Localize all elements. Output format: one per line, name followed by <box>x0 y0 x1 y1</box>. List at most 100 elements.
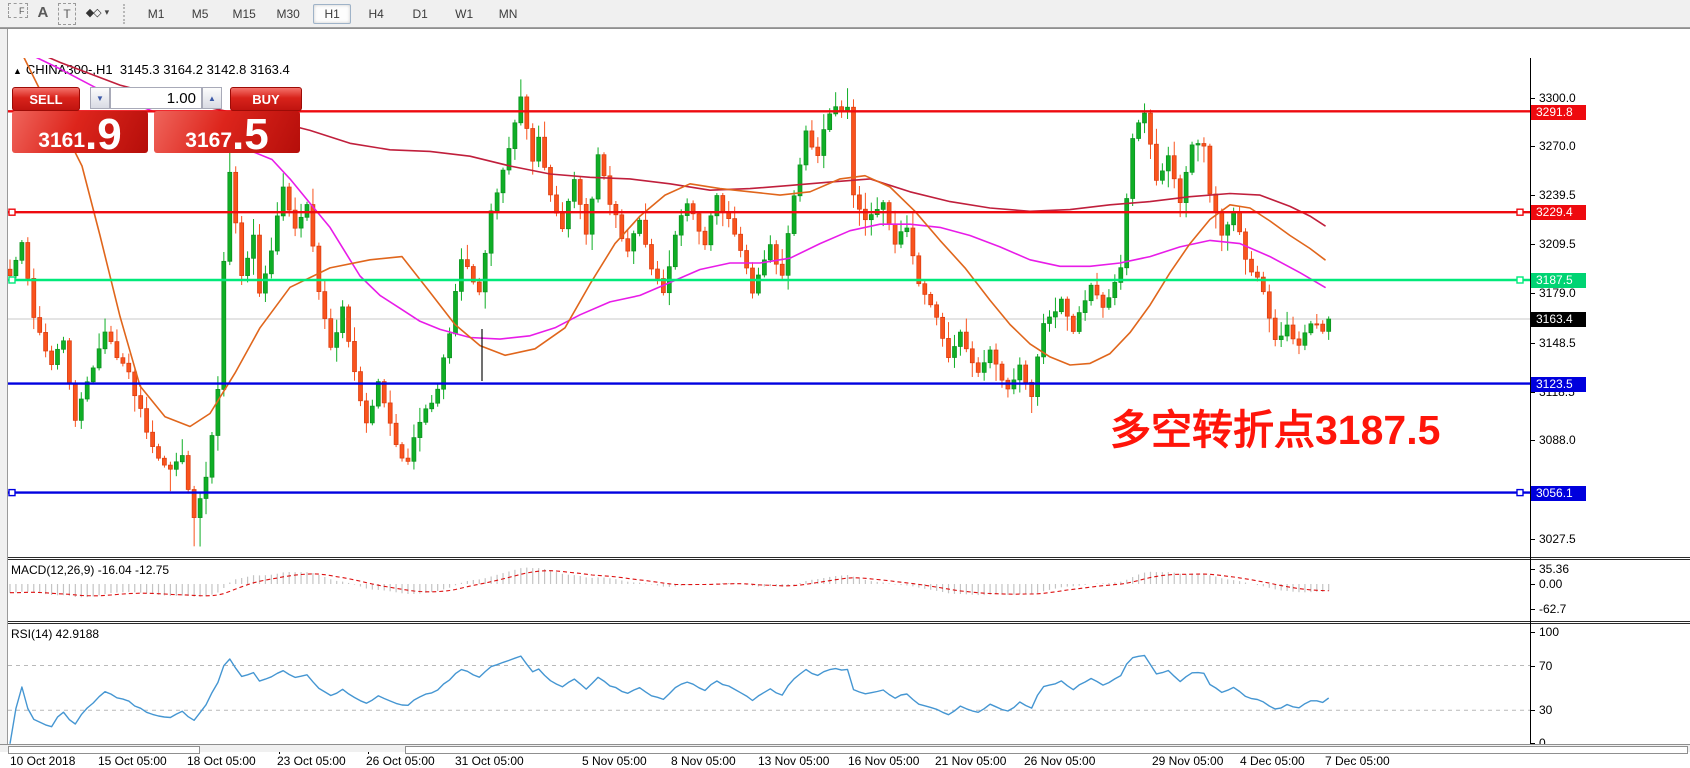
buy-button[interactable]: BUY <box>230 87 302 111</box>
macd-panel-surface[interactable] <box>8 560 1530 620</box>
time-tick-label: 10 Oct 2018 <box>10 754 76 768</box>
time-tick-label: 13 Nov 05:00 <box>758 754 830 768</box>
time-tick-label: 29 Nov 05:00 <box>1152 754 1224 768</box>
macd-tick-label: 35.36 <box>1539 562 1570 576</box>
time-tick-label: 8 Nov 05:00 <box>671 754 736 768</box>
macd-tick-label: 0.00 <box>1539 577 1563 591</box>
price-badge: 3056.1 <box>1531 486 1586 501</box>
toolbar-separator <box>123 3 126 24</box>
toolbar: F A T ◆◇ ▾ M1 M5 M15 M30 H1 H4 D1 W1 MN <box>0 0 1690 28</box>
price-tick-mark <box>1530 146 1535 147</box>
window-left-frame <box>0 29 8 752</box>
timeframe-button-h4[interactable]: H4 <box>368 6 384 21</box>
arrows-dropdown-caret-icon[interactable]: ▾ <box>104 7 110 17</box>
price-tick-mark <box>1530 343 1535 344</box>
rsi-label: RSI(14) 42.9188 <box>11 627 100 641</box>
price-axis-line <box>1530 58 1531 750</box>
ask-main: 3167 <box>185 128 232 152</box>
spin-down-icon: ▼ <box>96 93 104 103</box>
hline-3056.1[interactable] <box>8 488 1530 497</box>
volume-input[interactable] <box>110 87 202 109</box>
price-tick-mark <box>1530 440 1535 441</box>
time-tick-label: 18 Oct 05:00 <box>187 754 256 768</box>
time-tick-label: 5 Nov 05:00 <box>582 754 647 768</box>
rsi-tick-mark <box>1530 743 1535 744</box>
price-tick-label: 3300.0 <box>1539 91 1576 105</box>
price-tick-mark <box>1530 244 1535 245</box>
text-tool-icon[interactable]: T <box>58 2 76 25</box>
price-tick-mark <box>1530 293 1535 294</box>
timeframe-button-m1[interactable]: M1 <box>147 6 165 21</box>
one-click-trade-panel: SELL ▼ ▲ BUY 3161.9 3167.5 <box>8 85 302 159</box>
toolbar-icon-group: F A T ◆◇ ▾ <box>8 2 119 25</box>
price-badge: 3229.4 <box>1531 205 1586 220</box>
template-grid-icon[interactable]: F <box>8 2 28 18</box>
rsi-tick-mark <box>1530 632 1535 633</box>
ask-fraction: .5 <box>232 109 269 159</box>
arrows-tool-icon[interactable]: ◆◇ <box>85 7 102 19</box>
timeframe-button-m15[interactable]: M15 <box>232 6 256 21</box>
price-tick-mark <box>1530 195 1535 196</box>
chart-title: ▲ CHINA300-,H1 3145.3 3164.2 3142.8 3163.… <box>13 62 290 77</box>
hline-3187.5[interactable] <box>8 276 1530 284</box>
label-a-icon[interactable]: A <box>37 4 49 21</box>
volume-decrease-button[interactable]: ▼ <box>90 87 110 109</box>
ask-price-display[interactable]: 3167.5 <box>154 109 300 159</box>
chart-marker-icon: ▲ <box>13 66 22 76</box>
sell-button[interactable]: SELL <box>12 87 80 111</box>
time-tick-label: 23 Oct 05:00 <box>277 754 346 768</box>
hline-3229.4[interactable] <box>8 208 1530 216</box>
price-badge: 3187.5 <box>1531 273 1586 288</box>
timeframe-button-mn[interactable]: MN <box>498 6 518 21</box>
panel-divider[interactable] <box>0 621 1690 622</box>
panel-divider[interactable] <box>0 557 1690 558</box>
price-tick-label: 3239.5 <box>1539 188 1576 202</box>
bid-price-display[interactable]: 3161.9 <box>12 111 148 156</box>
time-tick-label: 7 Dec 05:00 <box>1325 754 1390 768</box>
time-tick-label: 26 Nov 05:00 <box>1024 754 1096 768</box>
background-window-edge <box>405 746 1688 754</box>
price-tick-mark <box>1530 98 1535 99</box>
price-tick-label: 3088.0 <box>1539 433 1576 447</box>
price-tick-label: 3027.5 <box>1539 532 1576 546</box>
timeframe-button-h1[interactable]: H1 <box>313 3 352 24</box>
macd-tick-label: -62.7 <box>1539 602 1567 616</box>
price-tick-label: 3179.0 <box>1539 286 1576 300</box>
macd-tick-mark <box>1530 609 1535 610</box>
time-tick-label: 21 Nov 05:00 <box>935 754 1007 768</box>
rsi-tick-mark <box>1530 666 1535 667</box>
price-tick-label: 3148.5 <box>1539 336 1576 350</box>
spin-up-icon: ▲ <box>208 93 216 103</box>
chart-symbol-period: CHINA300-,H1 <box>25 62 113 77</box>
rsi-tick-label: 100 <box>1539 625 1560 639</box>
macd-tick-mark <box>1530 584 1535 585</box>
price-badge: 3123.5 <box>1531 377 1586 392</box>
rsi-panel-surface[interactable] <box>8 624 1530 749</box>
chart-ohlc-values: 3145.3 3164.2 3142.8 3163.4 <box>119 62 290 77</box>
time-tick-label: 31 Oct 05:00 <box>455 754 524 768</box>
price-chart-surface[interactable] <box>8 58 1530 556</box>
macd-label: MACD(12,26,9) -16.04 -12.75 <box>11 563 170 577</box>
pivot-annotation: 多空转折点3187.5 <box>1110 407 1441 453</box>
rsi-tick-label: 0 <box>1539 736 1546 750</box>
price-tick-label: 3270.0 <box>1539 139 1576 153</box>
price-tick-mark <box>1530 392 1535 393</box>
price-badge: 3163.4 <box>1531 312 1586 327</box>
time-tick-label: 15 Oct 05:00 <box>98 754 167 768</box>
timeframe-button-m30[interactable]: M30 <box>276 6 300 21</box>
rsi-tick-label: 70 <box>1539 659 1553 673</box>
timeframe-button-w1[interactable]: W1 <box>455 6 474 21</box>
rsi-tick-label: 30 <box>1539 703 1553 717</box>
timeframe-button-m5[interactable]: M5 <box>191 6 209 21</box>
background-window-edge <box>8 746 200 754</box>
chart-window: ▲ CHINA300-,H1 3145.3 3164.2 3142.8 3163.… <box>0 28 1690 768</box>
panel-divider[interactable] <box>0 623 1690 624</box>
panel-divider[interactable] <box>0 559 1690 560</box>
time-tick-label: 16 Nov 05:00 <box>848 754 920 768</box>
price-tick-mark <box>1530 539 1535 540</box>
rsi-tick-mark <box>1530 710 1535 711</box>
volume-increase-button[interactable]: ▲ <box>202 87 222 109</box>
timeframe-button-d1[interactable]: D1 <box>412 6 428 21</box>
macd-tick-mark <box>1530 569 1535 570</box>
